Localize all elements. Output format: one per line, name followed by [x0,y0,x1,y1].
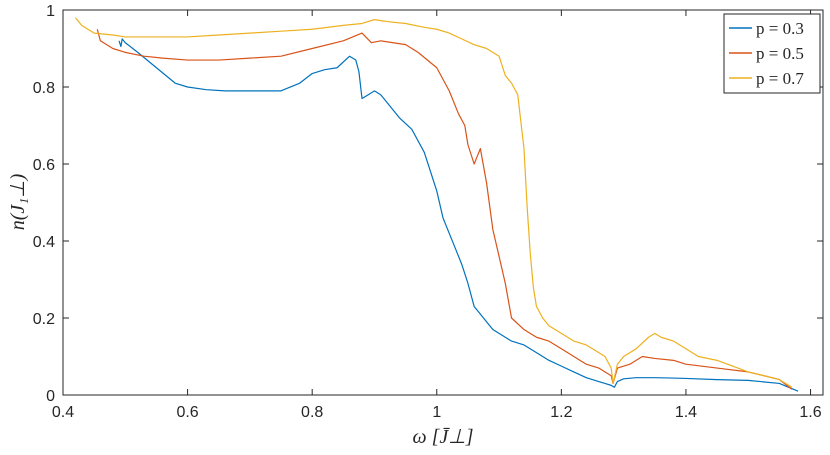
series-line-1 [118,38,799,392]
y-axis-label: n(J₁⊥) [7,173,29,230]
plot-area-background [63,10,823,395]
series-line-3 [74,17,793,388]
x-tick-label: 0.6 [176,404,198,421]
x-tick-label: 1.2 [550,404,572,421]
plot-frame [62,9,824,396]
legend-entries: p = 0.3 p = 0.5 p = 0.7 [729,19,804,88]
series-layer [74,17,799,392]
legend: p = 0.3 p = 0.5 p = 0.7 [723,13,821,94]
x-tick-label: 0.4 [52,404,74,421]
y-tick-label: 1 [46,3,55,20]
x-tick-label: 1.6 [799,404,821,421]
x-axis: 0.4 0.6 0.8 1 1.2 1.4 1.6 [52,10,822,421]
y-tick-label: 0.4 [33,234,55,251]
legend-label-1: p = 0.3 [756,19,804,38]
x-tick-label: 0.8 [301,404,323,421]
x-tick-label: 1 [432,404,441,421]
legend-label-3: p = 0.7 [756,69,804,88]
y-tick-label: 0.8 [33,80,55,97]
x-tick-label: 1.4 [675,404,697,421]
x-axis-label: ω [J̄⊥] [413,426,474,448]
y-tick-label: 0 [46,388,55,405]
series-line-2 [96,29,793,390]
legend-label-2: p = 0.5 [756,44,804,63]
y-tick-label: 0.6 [33,157,55,174]
y-axis: 0 0.2 0.4 0.6 0.8 1 [33,3,823,405]
y-tick-label: 0.2 [33,311,55,328]
